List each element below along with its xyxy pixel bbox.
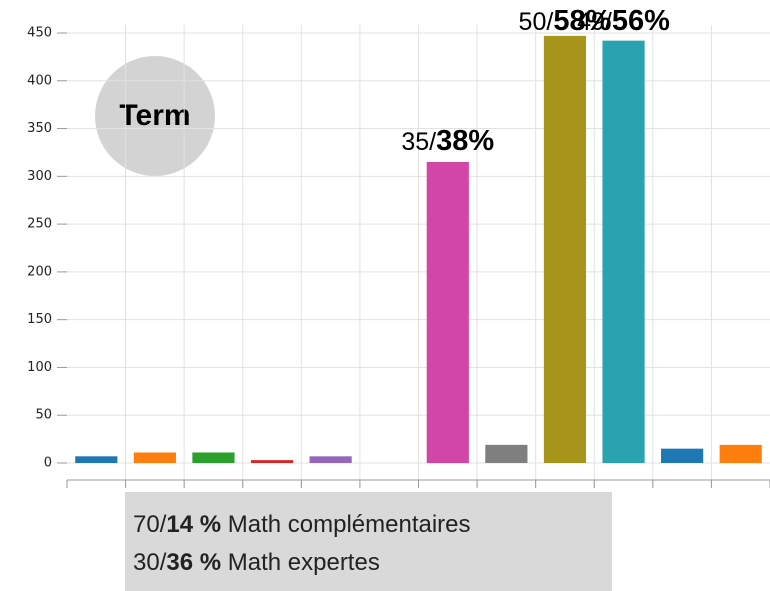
y-tick-label: 300 bbox=[27, 169, 52, 184]
y-tick-label: 350 bbox=[27, 121, 52, 136]
bar bbox=[250, 460, 294, 463]
note-bold: 36 % bbox=[166, 549, 221, 576]
bar bbox=[75, 456, 118, 463]
annotation: 35/38% bbox=[401, 125, 494, 157]
annotation-prefix: 35/ bbox=[401, 128, 436, 156]
y-tick-label: 200 bbox=[27, 264, 52, 279]
bar bbox=[661, 448, 704, 463]
y-tick-label: 100 bbox=[27, 360, 52, 375]
annotation: 50/58% bbox=[519, 5, 612, 37]
bar bbox=[719, 444, 762, 463]
annotation-bold: 58% bbox=[553, 5, 611, 37]
note-suffix: Math expertes bbox=[221, 549, 380, 576]
bar bbox=[426, 162, 469, 463]
note-suffix: Math complémentaires bbox=[221, 511, 470, 538]
annotation-prefix: 49/ bbox=[577, 8, 612, 36]
bar bbox=[485, 444, 528, 463]
y-tick-label: 450 bbox=[27, 26, 52, 41]
annotation-bold: 38% bbox=[436, 125, 494, 157]
annotation: 49/56% bbox=[577, 5, 670, 37]
y-tick-label: 0 bbox=[44, 456, 52, 471]
bar bbox=[602, 40, 645, 464]
y-tick-label: 50 bbox=[35, 408, 52, 423]
note-line: 70/14 % Math complémentaires bbox=[133, 511, 471, 538]
y-tick-label: 150 bbox=[27, 312, 52, 327]
badge-circle bbox=[95, 56, 215, 176]
y-tick-label: 400 bbox=[27, 73, 52, 88]
annotation-prefix: 50/ bbox=[519, 8, 554, 36]
note-prefix: 30/ bbox=[133, 549, 167, 576]
note-bold: 14 % bbox=[166, 511, 221, 538]
bar bbox=[309, 456, 352, 463]
bar bbox=[192, 452, 235, 463]
bar bbox=[543, 35, 587, 463]
bar bbox=[133, 452, 176, 463]
y-tick-label: 250 bbox=[27, 217, 52, 232]
note-line: 30/36 % Math expertes bbox=[133, 549, 380, 576]
annotation-bold: 56% bbox=[612, 5, 670, 37]
note-prefix: 70/ bbox=[133, 511, 167, 538]
note-box bbox=[125, 492, 612, 591]
badge: Term bbox=[119, 99, 190, 132]
